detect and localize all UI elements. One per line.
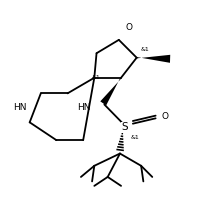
Text: O: O	[161, 112, 168, 121]
Polygon shape	[137, 55, 170, 63]
Text: &1: &1	[91, 75, 100, 80]
Text: S: S	[122, 122, 128, 132]
Text: &1: &1	[141, 47, 150, 52]
Text: &1: &1	[131, 135, 139, 140]
Polygon shape	[100, 77, 122, 105]
Text: HN: HN	[78, 103, 91, 112]
Text: O: O	[125, 23, 132, 32]
Text: HN: HN	[13, 103, 26, 112]
